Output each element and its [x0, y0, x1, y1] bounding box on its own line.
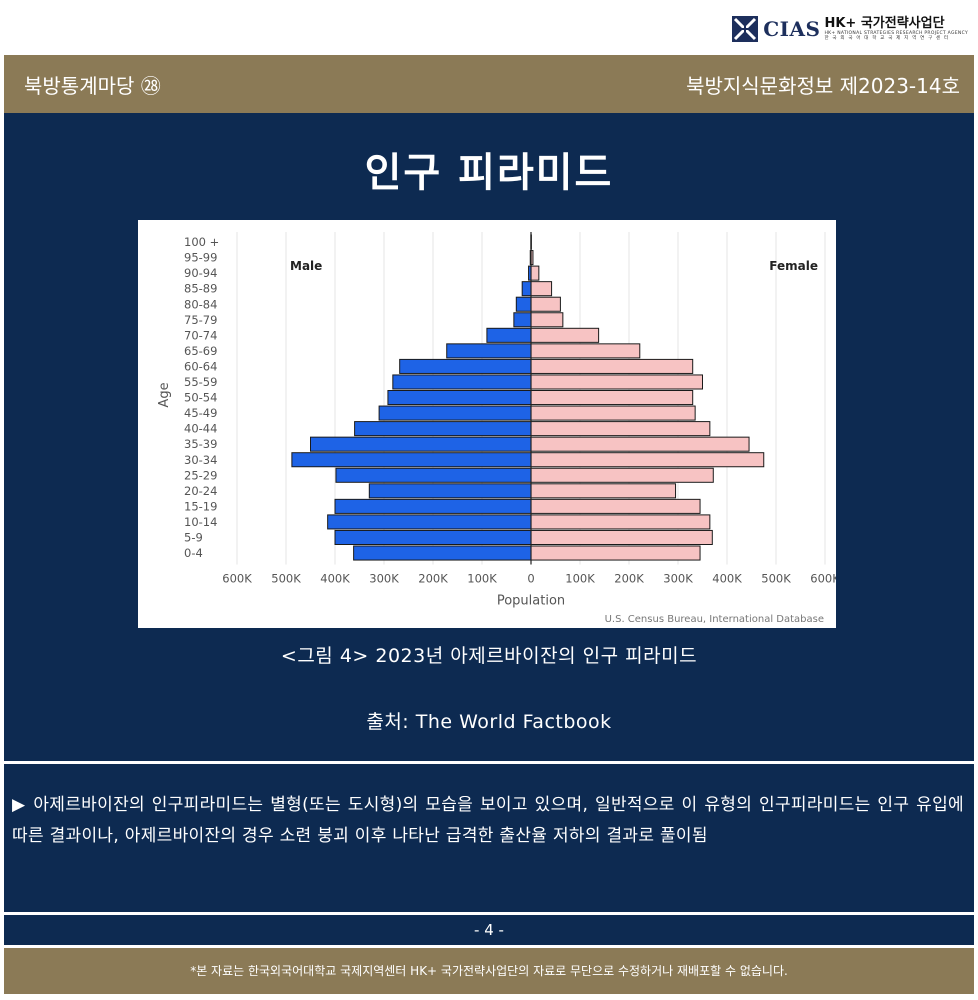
top-banner: 북방통계마당 ㉘ 북방지식문화정보 제2023-14호: [4, 55, 974, 113]
logo-cias-text: CIAS: [763, 17, 820, 41]
male-bar: [335, 499, 531, 513]
female-bar: [531, 530, 712, 544]
page-title: 인구 피라미드: [0, 140, 978, 198]
description-text: ▶ 아제르바이잔의 인구피라미드는 별형(또는 도시형)의 모습을 보이고 있으…: [12, 790, 964, 852]
x-axis-label: Population: [497, 594, 565, 609]
age-tick-label: 20-24: [184, 484, 217, 498]
male-bar: [328, 515, 531, 529]
male-bar: [522, 282, 531, 296]
male-bar: [335, 530, 531, 544]
male-bar: [447, 344, 531, 358]
female-bar: [531, 499, 700, 513]
male-bar: [514, 313, 531, 327]
female-bar: [531, 437, 749, 451]
x-tick-label: 400K: [712, 572, 742, 586]
age-tick-label: 10-14: [184, 515, 217, 529]
female-bar: [531, 515, 710, 529]
female-bar: [531, 375, 703, 389]
female-side-label: Female: [769, 259, 818, 273]
x-tick-label: 100K: [467, 572, 497, 586]
female-bar: [531, 453, 764, 467]
issue-number: 북방지식문화정보 제2023-14호: [686, 70, 960, 99]
female-bar: [531, 391, 693, 405]
figure-source: 출처: The World Factbook: [0, 707, 978, 734]
age-tick-label: 30-34: [184, 453, 217, 467]
female-bar: [531, 546, 700, 560]
series-label: 북방통계마당 ㉘: [24, 70, 161, 99]
age-tick-label: 60-64: [184, 359, 217, 373]
female-bar: [531, 328, 599, 342]
age-tick-label: 35-39: [184, 437, 217, 451]
x-tick-label: 600K: [810, 572, 836, 586]
female-bar: [531, 484, 676, 498]
x-tick-label: 200K: [418, 572, 448, 586]
male-bar: [292, 453, 531, 467]
age-tick-label: 55-59: [184, 375, 217, 389]
figure-caption: <그림 4> 2023년 아제르바이잔의 인구 피라미드: [0, 641, 978, 668]
female-bar: [531, 406, 695, 420]
age-tick-label: 85-89: [184, 282, 217, 296]
footer-notice: *본 자료는 한국외국어대학교 국제지역센터 HK+ 국가전략사업단의 자료로 …: [4, 948, 974, 994]
male-bar: [379, 406, 531, 420]
x-tick-label: 600K: [222, 572, 252, 586]
male-bar: [354, 546, 531, 560]
male-bar: [311, 437, 532, 451]
male-bar: [336, 468, 531, 482]
population-pyramid-chart: 600K 500K 400K 300K 200K 100K 0 100K 200K 300K 400…: [138, 220, 836, 628]
male-bar: [400, 359, 531, 373]
cias-logo: CIAS HK+ 국가전략사업단 HK+ NATIONAL STRATEGIES…: [731, 10, 968, 48]
age-tick-label: 100 +: [184, 235, 219, 249]
x-tick-label: 300K: [663, 572, 693, 586]
cias-emblem-icon: [731, 15, 759, 43]
male-bar: [388, 391, 531, 405]
page-number: - 4 -: [4, 915, 974, 945]
age-tick-label: 40-44: [184, 422, 217, 436]
x-tick-label: 500K: [761, 572, 791, 586]
female-bar: [531, 359, 693, 373]
male-bar: [393, 375, 531, 389]
female-bar: [531, 468, 713, 482]
x-tick-label: 300K: [369, 572, 399, 586]
male-bar: [355, 422, 531, 436]
female-bar: [531, 266, 539, 280]
age-tick-label: 95-99: [184, 251, 217, 265]
female-bar: [531, 344, 640, 358]
age-tick-label: 50-54: [184, 391, 217, 405]
age-tick-label: 15-19: [184, 499, 217, 513]
x-tick-label: 200K: [614, 572, 644, 586]
female-bar: [531, 297, 560, 311]
female-bar: [531, 313, 563, 327]
female-bar: [531, 282, 552, 296]
female-bar: [531, 422, 710, 436]
x-tick-label: 500K: [271, 572, 301, 586]
male-bar: [487, 328, 531, 342]
x-tick-label: 100K: [565, 572, 595, 586]
logo-subtitle-korean: 한 국 외 국 어 대 학 교 국 제 지 역 연 구 센 터: [824, 37, 968, 42]
age-tick-label: 5-9: [184, 531, 203, 545]
age-tick-label: 80-84: [184, 297, 217, 311]
age-tick-label: 70-74: [184, 328, 217, 342]
age-tick-label: 90-94: [184, 266, 217, 280]
age-tick-label: 0-4: [184, 546, 203, 560]
male-bar: [369, 484, 531, 498]
x-tick-label: 400K: [320, 572, 350, 586]
chart-credit: U.S. Census Bureau, International Databa…: [605, 614, 824, 625]
age-tick-label: 75-79: [184, 313, 217, 327]
y-axis-label: Age: [157, 382, 172, 407]
chart-svg: 600K 500K 400K 300K 200K 100K 0 100K 200K 300K 400…: [138, 220, 836, 628]
age-tick-label: 65-69: [184, 344, 217, 358]
age-tick-label: 25-29: [184, 468, 217, 482]
male-bar: [516, 297, 531, 311]
male-side-label: Male: [290, 259, 322, 273]
x-tick-label: 0: [527, 572, 534, 586]
age-tick-label: 45-49: [184, 406, 217, 420]
logo-title: HK+ 국가전략사업단: [824, 17, 968, 30]
